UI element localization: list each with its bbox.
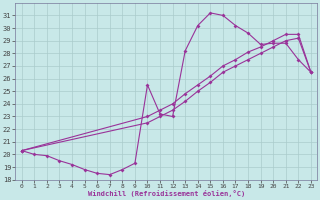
X-axis label: Windchill (Refroidissement éolien,°C): Windchill (Refroidissement éolien,°C) bbox=[88, 190, 245, 197]
